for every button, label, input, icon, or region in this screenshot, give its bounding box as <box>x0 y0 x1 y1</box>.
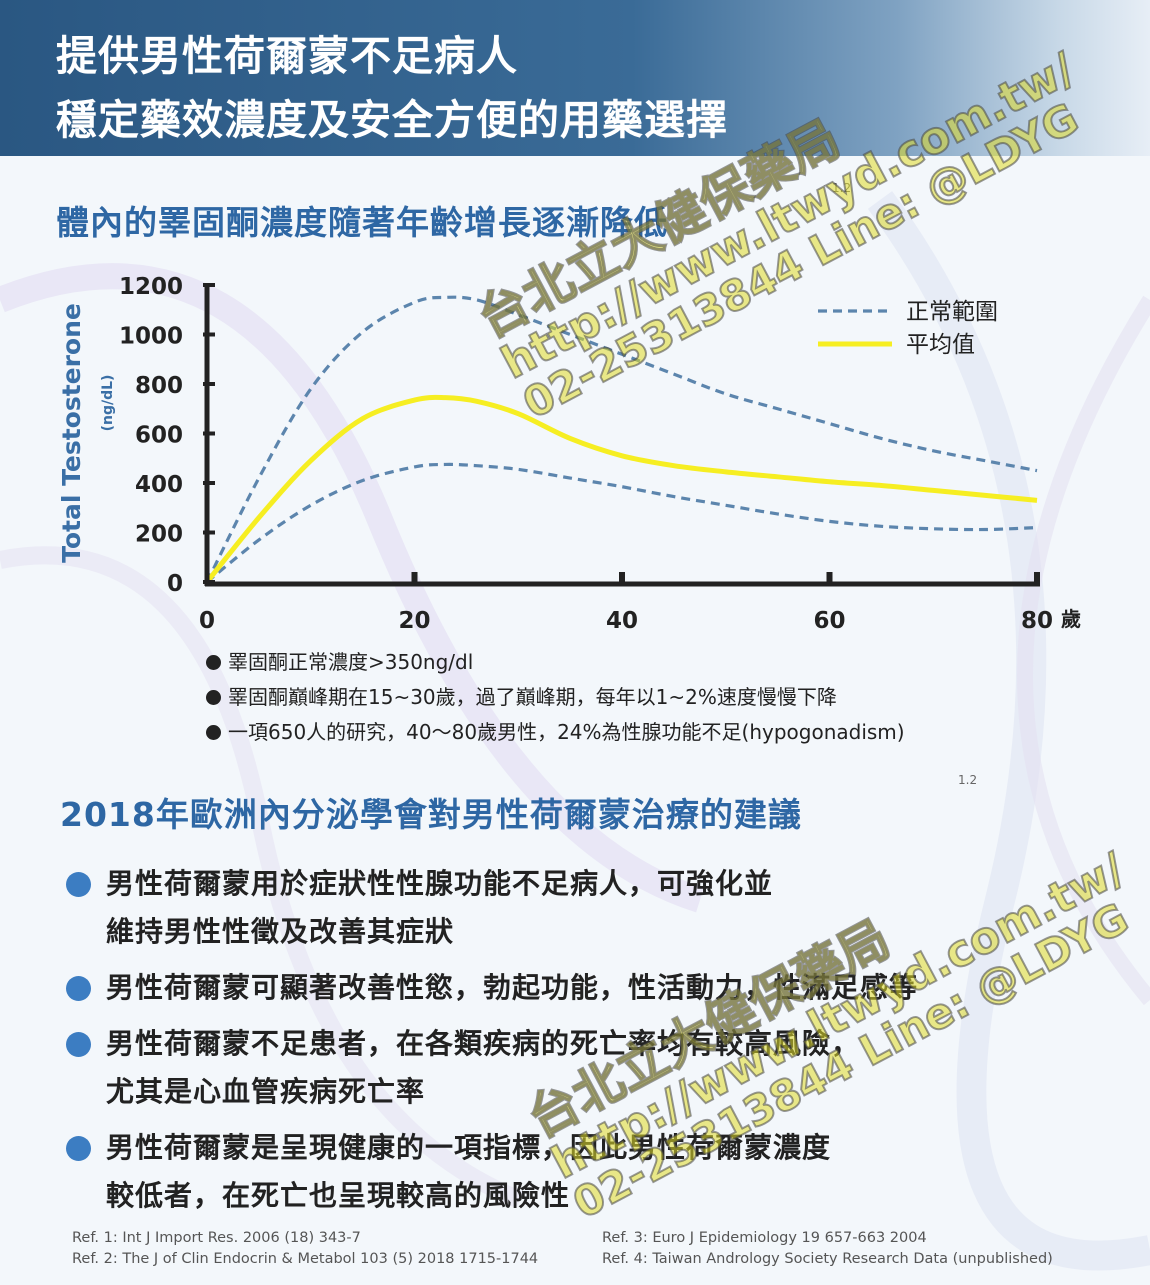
note-text: 睪固酮巔峰期在15~30歲，過了巔峰期，每年以1~2%速度慢慢下降 <box>228 685 837 709</box>
legend-label: 正常範圍 <box>906 299 998 325</box>
x-tick-label: 60 <box>813 608 845 634</box>
bullet-icon <box>66 1136 91 1161</box>
x-tick-label: 0 <box>199 608 215 634</box>
header-banner: 提供男性荷爾蒙不足病人 穩定藥效濃度及安全方便的用藥選擇 <box>0 0 1150 156</box>
recommendation-text: 男性荷爾蒙不足患者，在各類疾病的死亡率均有較高風險， <box>106 1027 861 1060</box>
recommendation-item: 男性荷爾蒙是呈現健康的一項指標，因此男性荷爾蒙濃度 較低者，在死亡也呈現較高的風險… <box>66 1124 918 1220</box>
bullet-icon <box>206 655 221 670</box>
y-tick-label: 800 <box>135 373 183 399</box>
x-tick-label: 20 <box>398 608 430 634</box>
y-axis-label: Total Testosterone <box>57 303 86 563</box>
y-tick-label: 600 <box>135 423 183 449</box>
recommendations-list: 男性荷爾蒙用於症狀性性腺功能不足病人，可強化並 維持男性性徵及改善其症狀 男性荷爾蒙… <box>66 860 918 1228</box>
recommendation-text: 男性荷爾蒙用於症狀性性腺功能不足病人，可強化並 <box>106 867 774 900</box>
recommendation-text: 男性荷爾蒙可顯著改善性慾，勃起功能，性活動力，性滿足感等 <box>106 971 919 1004</box>
section-title-footnote-2: 1.2 <box>958 773 978 787</box>
notes-list: 睪固酮正常濃度>350ng/dl 睪固酮巔峰期在15~30歲，過了巔峰期，每年以1… <box>204 645 905 750</box>
header-title-line2: 穩定藥效濃度及安全方便的用藥選擇 <box>56 96 728 144</box>
reference-item: Ref. 2: The J of Clin Endocrin & Metabol… <box>72 1251 539 1267</box>
note-item: 睪固酮正常濃度>350ng/dl <box>204 645 905 680</box>
y-tick-label: 1200 <box>119 274 183 300</box>
x-axis-unit: 歲 <box>1061 607 1081 631</box>
note-item: 一項650人的研究，40～80歲男性，24%為性腺功能不足(hypogonadi… <box>204 715 905 750</box>
bullet-icon <box>66 872 91 897</box>
legend-label: 平均值 <box>906 332 975 358</box>
reference-item: Ref. 3: Euro J Epidemiology 19 657-663 2… <box>602 1230 927 1246</box>
section-title-recommendations: 2018年歐洲內分泌學會對男性荷爾蒙治療的建議 <box>60 795 802 834</box>
reference-item: Ref. 4: Taiwan Andrology Society Researc… <box>602 1251 1053 1267</box>
bullet-icon <box>66 976 91 1001</box>
y-axis-unit: (ng/dL) <box>100 375 116 432</box>
bullet-icon <box>66 1032 91 1057</box>
testosterone-chart: Total Testosterone (ng/dL) 02004006008001… <box>57 274 1081 634</box>
series-line-average <box>205 394 1038 584</box>
bullet-icon <box>206 690 221 705</box>
y-tick-label: 200 <box>135 522 183 548</box>
references-left: Ref. 1: Int J Import Res. 2006 (18) 343-… <box>72 1228 538 1270</box>
x-tick-label: 40 <box>606 608 638 634</box>
references-right: Ref. 3: Euro J Epidemiology 19 657-663 2… <box>602 1228 1053 1270</box>
recommendation-text: 男性荷爾蒙是呈現健康的一項指標，因此男性荷爾蒙濃度 <box>106 1131 832 1164</box>
note-text: 一項650人的研究，40～80歲男性，24%為性腺功能不足(hypogonadi… <box>228 720 905 744</box>
recommendation-text: 較低者，在死亡也呈現較高的風險性 <box>106 1179 571 1212</box>
section-title-footnote: 1.2 <box>832 181 852 195</box>
reference-item: Ref. 1: Int J Import Res. 2006 (18) 343-… <box>72 1230 361 1246</box>
y-tick-label: 400 <box>135 472 183 498</box>
bullet-icon <box>206 725 221 740</box>
y-tick-label: 0 <box>167 571 183 597</box>
section-title-testosterone: 體內的睪固酮濃度隨著年齡增長逐漸降低 <box>56 203 668 242</box>
recommendation-text: 維持男性性徵及改善其症狀 <box>106 915 455 948</box>
recommendation-item: 男性荷爾蒙可顯著改善性慾，勃起功能，性活動力，性滿足感等 <box>66 964 918 1012</box>
recommendation-item: 男性荷爾蒙用於症狀性性腺功能不足病人，可強化並 維持男性性徵及改善其症狀 <box>66 860 918 956</box>
recommendation-item: 男性荷爾蒙不足患者，在各類疾病的死亡率均有較高風險， 尤其是心血管疾病死亡率 <box>66 1020 918 1116</box>
header-title-line1: 提供男性荷爾蒙不足病人 <box>56 32 518 80</box>
note-text: 睪固酮正常濃度>350ng/dl <box>228 650 474 674</box>
x-tick-label: 80 <box>1021 608 1053 634</box>
y-axis-title: Total Testosterone (ng/dL) <box>57 303 116 563</box>
series-line-normal-range-0 <box>205 295 1038 583</box>
recommendation-text: 尤其是心血管疾病死亡率 <box>106 1075 426 1108</box>
note-item: 睪固酮巔峰期在15~30歲，過了巔峰期，每年以1~2%速度慢慢下降 <box>204 680 905 715</box>
y-tick-label: 1000 <box>119 324 183 350</box>
series-line-normal-range-1 <box>205 462 1038 584</box>
